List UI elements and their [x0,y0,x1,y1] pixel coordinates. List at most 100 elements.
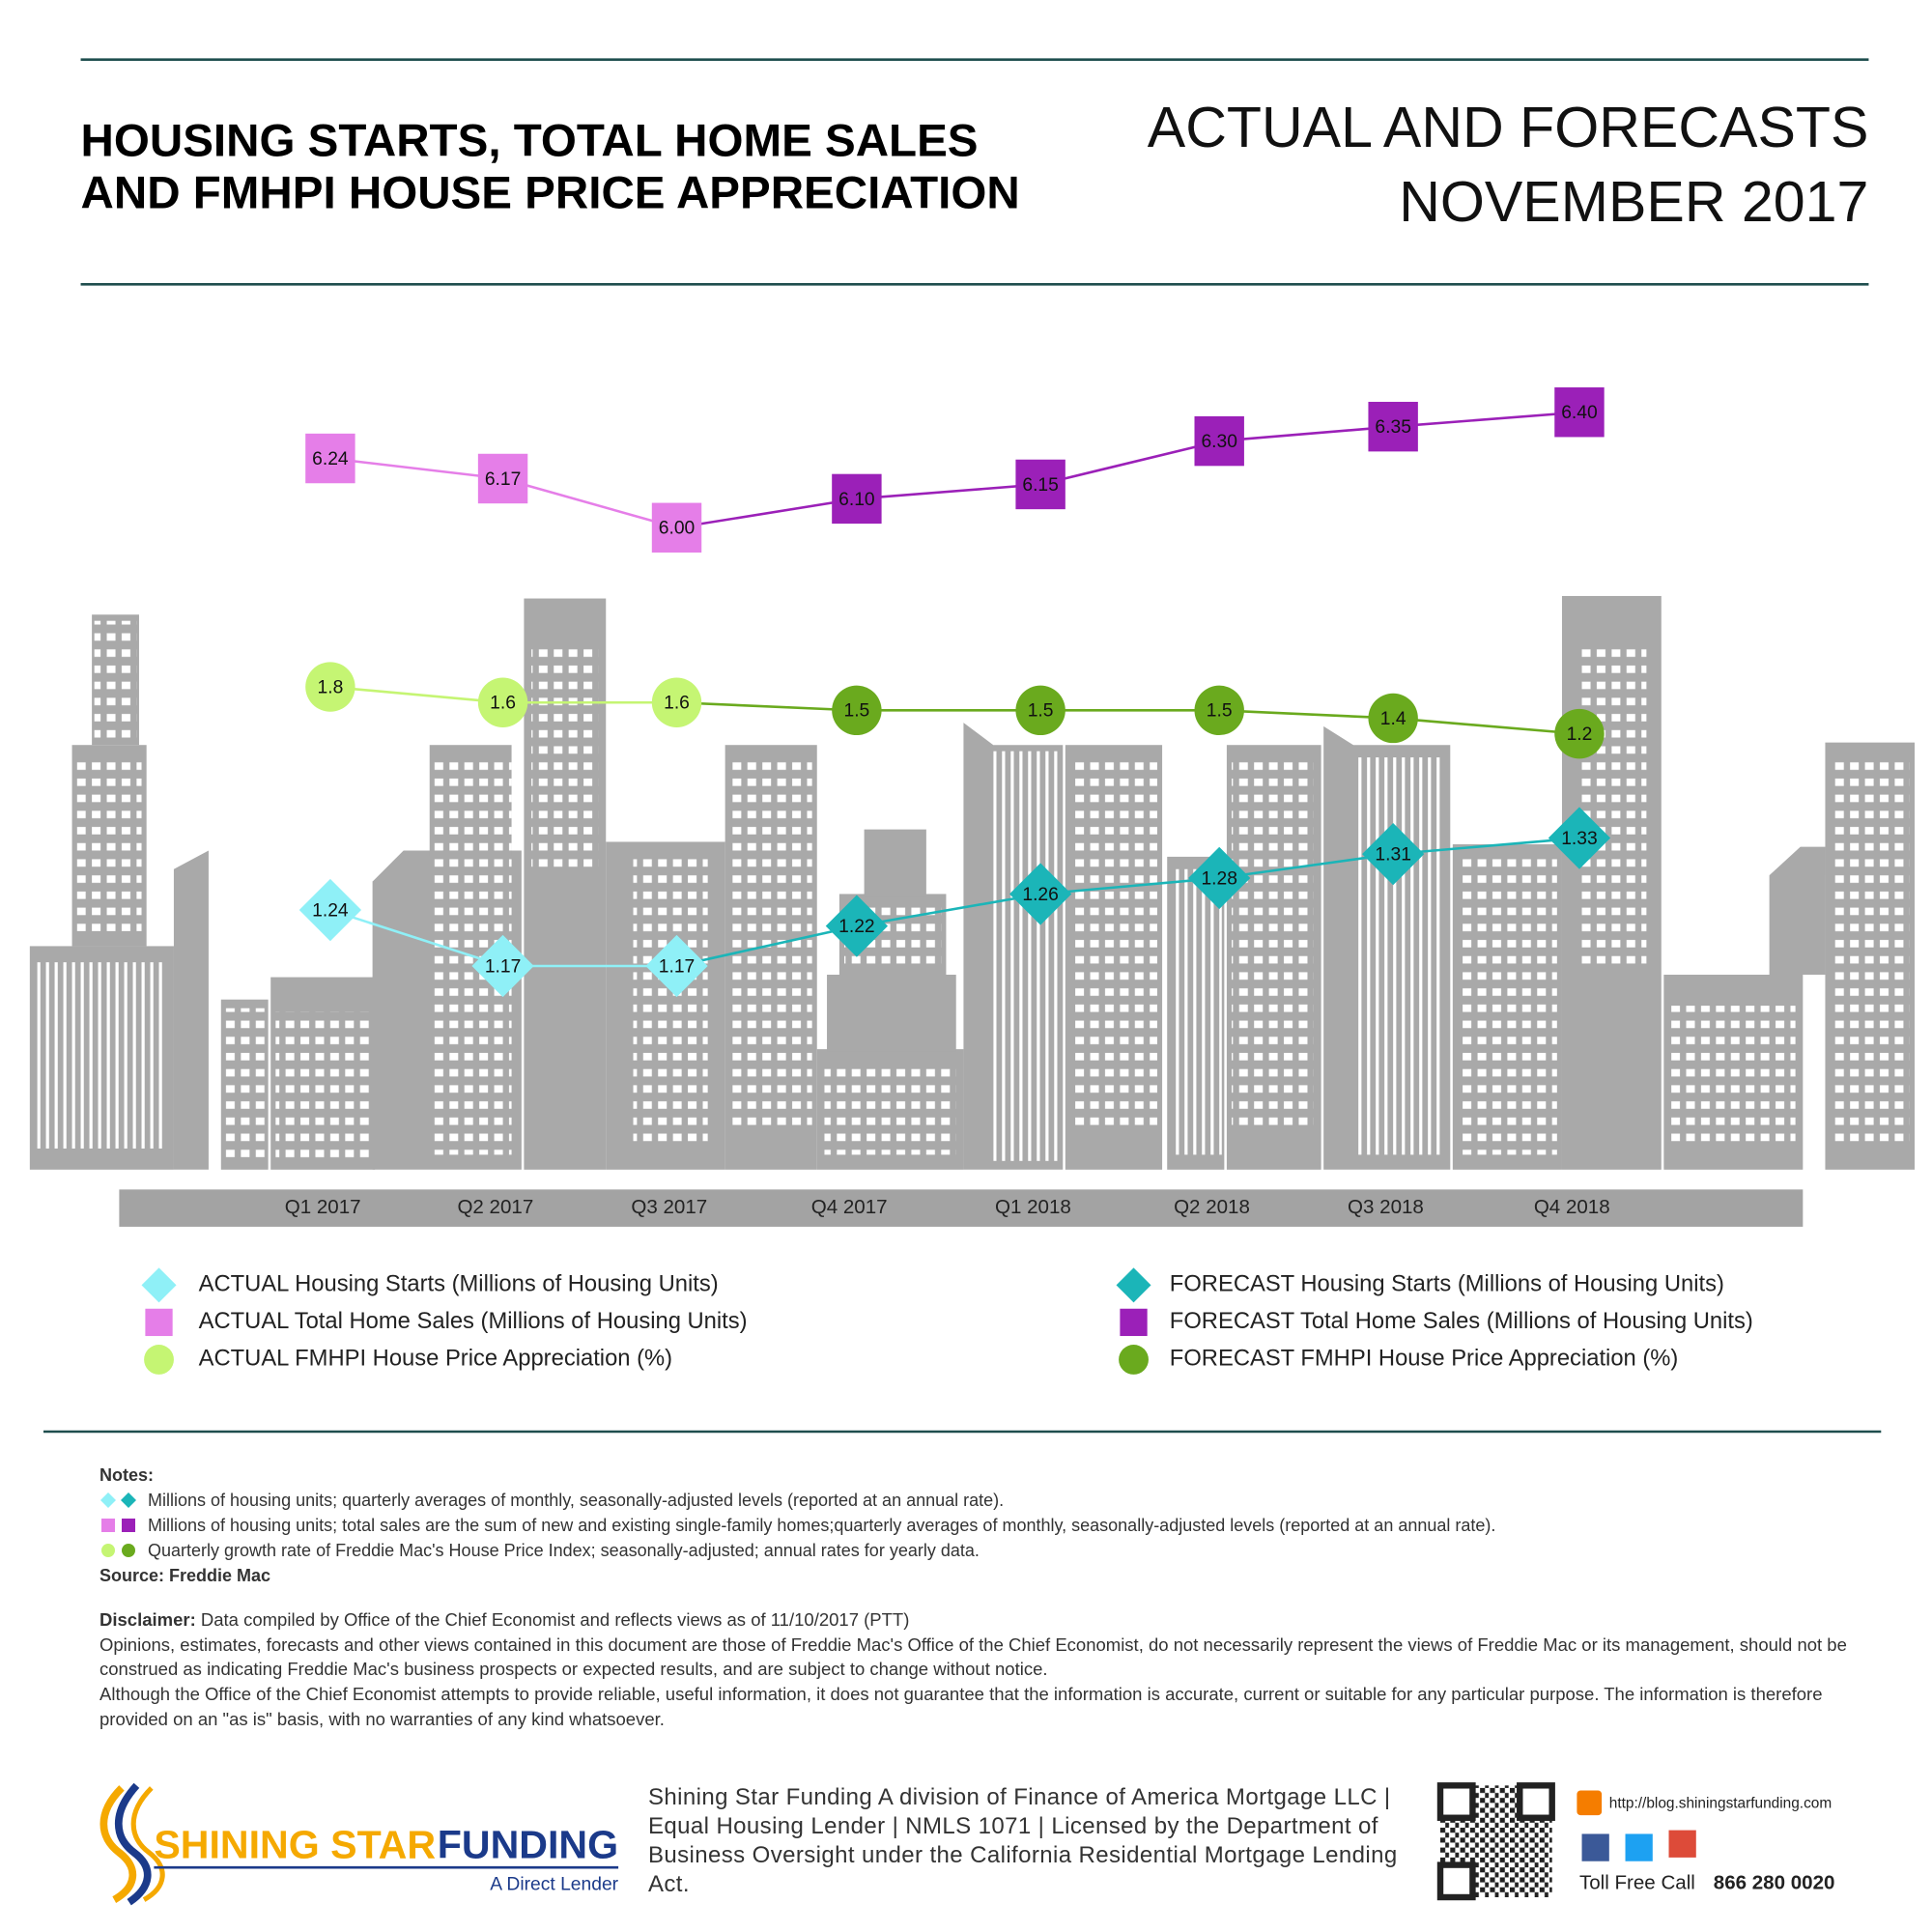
chart-subtitle: NOVEMBER 2017 [1399,169,1868,234]
disclaimer-paragraph: Opinions, estimates, forecasts and other… [99,1634,1847,1680]
data-label: 1.31 [1375,844,1411,865]
x-tick-label: Q1 2017 [285,1196,361,1218]
data-label: 1.24 [312,900,349,921]
chart-title: HOUSING STARTS, TOTAL HOME SALES [81,116,979,167]
data-label: 1.6 [490,694,516,714]
marker-square [832,473,882,525]
data-label: 1.17 [485,956,522,977]
marker-circle [1015,685,1065,736]
notes-heading: Notes: [99,1465,155,1485]
note-icon [101,1519,135,1532]
legend-label: FORECAST Total Home Sales (Millions of H… [1170,1308,1753,1334]
x-tick-label: Q4 2018 [1534,1196,1610,1218]
marker-diamond [645,934,708,998]
series-connector [676,700,857,712]
data-label: 6.00 [659,519,696,539]
data-label: 1.5 [843,701,869,722]
skyline-windows [37,620,1910,1161]
disclaimer-text: Data compiled by Office of the Chief Eco… [200,1609,910,1630]
notes: Notes: Millions of housing units; quarte… [99,1463,1877,1588]
logo: SHINING STAR FUNDING A Direct Lender [99,1782,619,1906]
note-text: Quarterly growth rate of Freddie Mac's H… [148,1541,980,1560]
note-text: Millions of housing units; total sales a… [148,1516,1496,1535]
data-label: 6.40 [1561,403,1598,423]
facebook-icon[interactable] [1581,1833,1609,1861]
note-icon [100,1492,136,1508]
url[interactable]: http://blog.shiningstarfunding.com [1609,1796,1832,1812]
x-tick-label: Q2 2018 [1174,1196,1250,1218]
data-label: 1.4 [1380,709,1406,729]
marker-circle [305,662,355,712]
legend-entry: FORECAST FMHPI House Price Appreciation … [1119,1345,1678,1375]
series-connector [676,497,858,529]
data-label: 1.5 [1028,701,1054,722]
blog-icon[interactable] [1577,1790,1603,1816]
legend-swatch [1120,1308,1148,1337]
marker-circle [1554,708,1605,759]
note-text: Millions of housing units; quarterly ave… [148,1491,1005,1510]
x-tick-label: Q3 2017 [631,1196,707,1218]
marker-circle [832,685,882,736]
legend-entry: ACTUAL Housing Starts (Millions of Housi… [141,1267,719,1303]
marker-circle [651,677,702,727]
data-label: 1.28 [1201,868,1236,889]
x-tick-label: Q3 2018 [1348,1196,1424,1218]
data-label: 1.6 [664,694,690,714]
logo-text: FUNDING [438,1822,618,1866]
legend-entry: ACTUAL Total Home Sales (Millions of Hou… [145,1308,748,1337]
marker-square [1554,387,1605,438]
legend-label: ACTUAL FMHPI House Price Appreciation (%… [199,1346,672,1372]
legend-swatch [145,1308,173,1337]
data-label: 6.24 [312,449,349,469]
marker-circle [477,677,528,727]
x-tick-label: Q2 2017 [457,1196,533,1218]
qr-code [1436,1782,1555,1901]
source: Source: Freddie Mac [99,1566,271,1585]
data-label: 1.5 [1207,701,1233,722]
data-label: 6.30 [1201,432,1236,452]
data-label: 6.17 [485,469,522,490]
marker-diamond [1188,846,1251,910]
disclaimer-label: Disclaimer: [99,1609,196,1630]
phone: 866 280 0020 [1714,1871,1835,1893]
disclaimer: Disclaimer: Data compiled by Office of t… [99,1607,1877,1732]
x-tick-label: Q4 2017 [811,1196,888,1218]
legend-label: FORECAST Housing Starts (Millions of Hou… [1170,1271,1724,1297]
marker-square [305,433,355,484]
data-label: 6.15 [1022,475,1058,496]
data-label: 6.10 [838,490,875,510]
data-label: 1.22 [838,917,875,937]
data-label: 6.35 [1375,417,1411,438]
legend-entry: ACTUAL FMHPI House Price Appreciation (%… [144,1345,672,1375]
legend-entry: FORECAST Housing Starts (Millions of Hou… [1116,1267,1724,1303]
googleplus-icon[interactable] [1668,1830,1696,1858]
legend-swatch [1116,1267,1151,1303]
data-label: 1.17 [659,956,696,977]
series-connector [676,924,858,968]
legend-label: ACTUAL Housing Starts (Millions of Housi… [199,1271,719,1297]
legend-swatch [141,1267,177,1303]
legend-entry: FORECAST Total Home Sales (Millions of H… [1120,1308,1753,1337]
note-row: Millions of housing units; total sales a… [99,1513,1877,1538]
marker-circle [1368,693,1418,744]
disclaimer-paragraph: Although the Office of the Chief Economi… [99,1684,1823,1729]
x-tick-label: Q1 2018 [995,1196,1071,1218]
chart-title: AND FMHPI HOUSE PRICE APPRECIATION [81,168,1020,219]
marker-square [1015,459,1065,510]
marker-diamond [471,934,534,998]
legend-label: ACTUAL Total Home Sales (Millions of Hou… [199,1308,748,1334]
marker-diamond [1548,807,1611,869]
marker-square [477,453,528,504]
marker-square [651,502,702,553]
legend-swatch [1119,1345,1149,1375]
legend-swatch [144,1345,174,1375]
marker-square [1368,401,1418,452]
data-label: 1.2 [1567,724,1593,745]
chart-subtitle: ACTUAL AND FORECASTS [1148,95,1869,159]
twitter-icon[interactable] [1625,1833,1653,1861]
data-label: 1.33 [1561,829,1598,849]
toll-free-label: Toll Free Call [1579,1871,1695,1893]
company-text: Shining Star Funding A division of Finan… [648,1784,1398,1897]
